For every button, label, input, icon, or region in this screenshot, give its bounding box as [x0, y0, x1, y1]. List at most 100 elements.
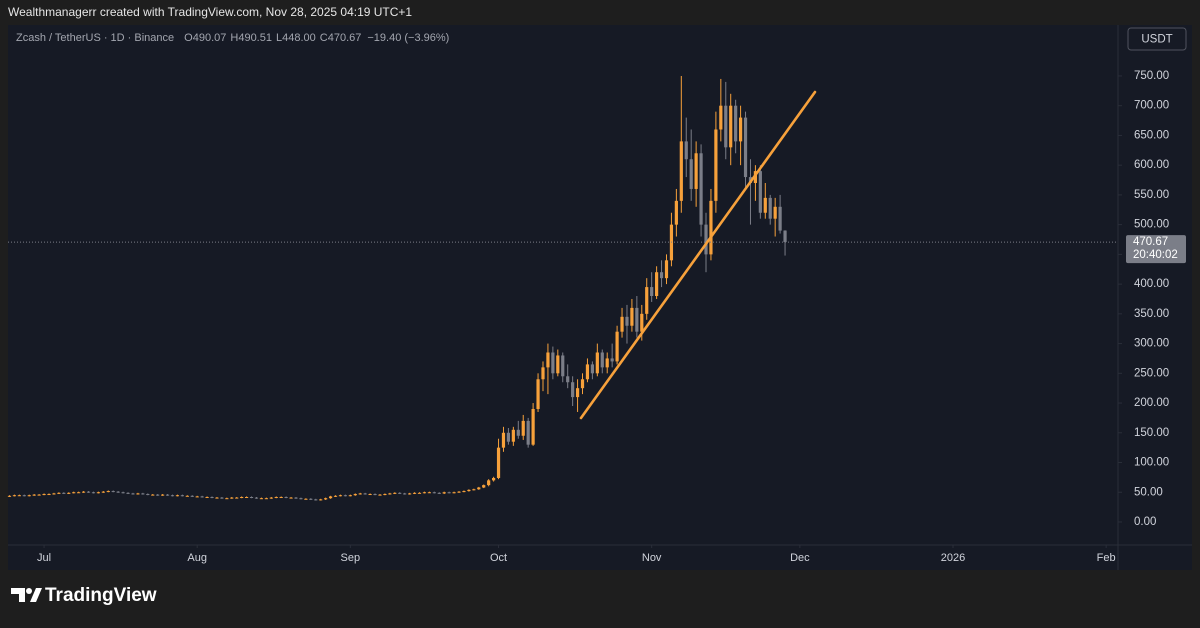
- candle-body: [225, 498, 229, 500]
- candle-body: [501, 432, 506, 448]
- candle-body: [91, 492, 96, 494]
- candle-body: [319, 499, 323, 501]
- candle-body: [96, 492, 101, 494]
- candle-body: [279, 497, 283, 499]
- legend-value: 470.67: [328, 32, 362, 44]
- candle-body: [571, 382, 575, 398]
- candle-body: [620, 316, 624, 332]
- candle-body: [600, 352, 604, 368]
- candle-body: [541, 367, 545, 380]
- candle-body: [536, 379, 540, 409]
- candle-body: [333, 495, 338, 497]
- candle-body: [378, 494, 382, 496]
- symbol: Zcash / TetherUS · 1D · Binance: [16, 32, 174, 44]
- candle-body: [32, 494, 36, 496]
- y-tick-label: 300.00: [1134, 338, 1169, 350]
- candle-body: [640, 313, 644, 332]
- y-tick-label: 650.00: [1134, 129, 1169, 141]
- plot-area: [7, 75, 1118, 501]
- candle-body: [477, 487, 481, 490]
- candle-body: [615, 331, 619, 362]
- candle-body: [259, 498, 264, 500]
- candle-body: [17, 495, 21, 497]
- candle-body: [62, 492, 66, 494]
- y-tick-label: 50.00: [1134, 486, 1163, 498]
- candle-body: [141, 493, 145, 495]
- candle-body: [650, 287, 654, 297]
- candle-body: [408, 493, 412, 495]
- candle-body: [605, 358, 609, 368]
- candle-body: [299, 498, 303, 500]
- candle-body: [200, 496, 204, 498]
- x-tick-label: Feb: [1097, 552, 1116, 564]
- candle-body: [254, 497, 259, 499]
- candle-body: [309, 498, 313, 500]
- candle-body: [763, 197, 767, 213]
- candle-body: [22, 495, 26, 497]
- currency-box[interactable]: [1127, 27, 1187, 51]
- candle-body: [694, 153, 698, 189]
- candle-body: [566, 376, 570, 383]
- candle-body: [422, 492, 427, 494]
- candle-body: [546, 352, 550, 368]
- legend-key: O: [184, 32, 193, 44]
- candle-body: [12, 495, 17, 497]
- candle-body: [526, 420, 530, 445]
- candle-body: [778, 206, 782, 231]
- candle-body: [734, 105, 738, 142]
- legend-key: L: [276, 32, 282, 44]
- candle-body: [768, 197, 772, 219]
- candle-body: [729, 105, 733, 148]
- y-tick-label: 750.00: [1134, 70, 1169, 82]
- legend-value: 448.00: [282, 32, 316, 44]
- candle-body: [368, 494, 372, 496]
- candle-body: [437, 492, 441, 494]
- candle-body: [467, 489, 471, 492]
- candle-body: [289, 497, 293, 499]
- candle-body: [170, 495, 175, 497]
- candle-body: [679, 141, 683, 201]
- candle-body: [27, 495, 31, 497]
- candle-body: [403, 493, 407, 495]
- candle-body: [625, 316, 629, 326]
- x-tick-label: Nov: [642, 552, 662, 564]
- last-price-box: [1126, 235, 1186, 264]
- candle-body: [773, 206, 777, 219]
- candle-body: [491, 477, 496, 481]
- candle-body: [758, 171, 762, 213]
- legend-key: C: [320, 32, 328, 44]
- countdown-label: 20:40:02: [1133, 249, 1178, 261]
- candle-body: [699, 153, 703, 225]
- candle-body: [131, 493, 135, 495]
- candle-body: [645, 287, 649, 314]
- candle-body: [67, 492, 71, 494]
- candle-body: [195, 496, 199, 498]
- x-tick-label: 2026: [941, 552, 965, 564]
- candle-body: [338, 495, 343, 497]
- candle-body: [383, 494, 387, 496]
- candle-body: [363, 493, 367, 495]
- candle-body: [511, 429, 515, 442]
- candle-body: [487, 480, 491, 486]
- logo-mark: [11, 588, 25, 602]
- candle-body: [472, 489, 476, 491]
- candle-body: [146, 494, 150, 496]
- candle-body: [496, 447, 501, 478]
- candle-body: [190, 495, 194, 497]
- candle-body: [452, 492, 456, 494]
- candle-body: [432, 492, 436, 494]
- candle-body: [136, 493, 140, 495]
- candle-body: [86, 491, 91, 493]
- candle-body: [714, 129, 718, 201]
- candle-body: [783, 230, 787, 243]
- candle-body: [284, 497, 288, 499]
- candle-body: [719, 105, 723, 130]
- candle-body: [151, 494, 155, 496]
- candle-body: [724, 105, 728, 148]
- logo-slash: [30, 588, 42, 602]
- x-tick-label: Oct: [490, 552, 507, 564]
- currency[interactable]: USDT: [1141, 34, 1172, 46]
- candle-body: [388, 493, 392, 495]
- candle-body: [595, 352, 599, 374]
- y-tick-label: 600.00: [1134, 159, 1169, 171]
